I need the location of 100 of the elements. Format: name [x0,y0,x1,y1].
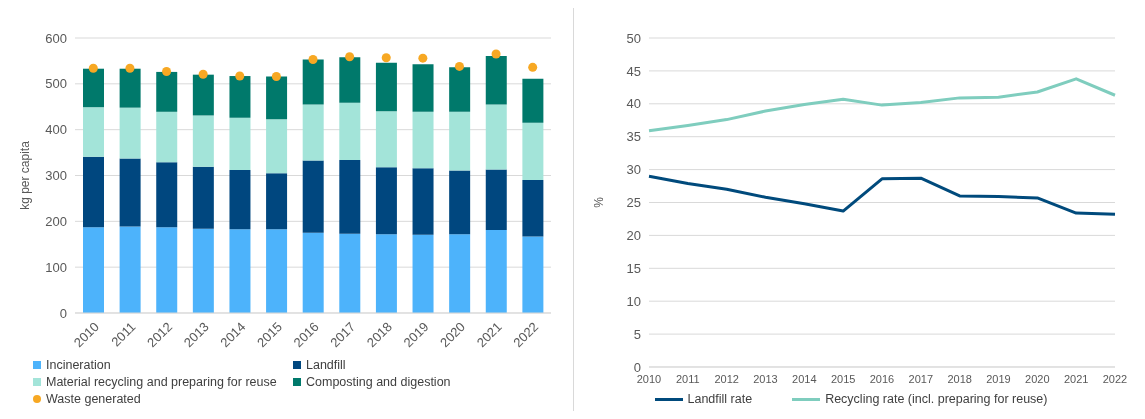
y-tick-label: 40 [626,96,641,112]
y-axis-title: % [592,196,607,208]
bar [485,169,507,231]
legend-label: Landfill rate [687,392,753,406]
bar [412,64,434,112]
bar [522,122,544,181]
bar [156,111,178,163]
y-tick-label: 30 [626,162,641,178]
bar [229,76,251,118]
bar [339,102,361,160]
y-tick-label: 0 [633,359,641,375]
bar [485,104,507,170]
bar [375,234,397,313]
line-series [647,77,1117,133]
legend-label: Incineration [46,358,111,372]
y-tick-label: 600 [45,30,67,46]
bar [339,233,361,313]
y-axis-title: kg per capita [18,140,33,210]
x-tick-label: 2015 [830,372,856,385]
bar [266,173,288,230]
bar [449,170,471,235]
y-tick-label: 45 [626,63,641,79]
bar [192,166,214,229]
line-series [647,174,1117,216]
bar [302,232,324,313]
y-tick-label: 25 [626,195,641,211]
y-tick-label: 0 [59,305,67,321]
point [528,62,538,72]
bar [83,107,104,157]
x-tick-label: 2018 [947,372,972,385]
x-tick-label: 2012 [714,372,739,385]
y-tick-label: 15 [626,260,641,276]
bar [485,55,507,105]
x-tick-label: 2013 [753,372,778,385]
bar [302,104,324,161]
y-tick-label: 20 [626,228,641,244]
point [162,66,172,76]
bar [119,158,141,227]
x-tick-label: 2011 [676,372,700,385]
bar [522,180,544,237]
point [381,53,391,63]
bar [229,117,251,170]
legend-label: Landfill [306,358,346,372]
legend-label: Material recycling and preparing for reuse [46,375,277,389]
bar [266,119,288,174]
bar [156,227,178,313]
x-tick-label: 2020 [1025,372,1050,385]
bar [266,229,288,313]
point [88,63,98,73]
y-tick-label: 50 [626,30,641,46]
bar [229,229,251,313]
bar [375,167,397,235]
bar [83,156,104,228]
bar [485,230,507,313]
bar [302,160,324,233]
bar [83,68,104,108]
bar [119,68,141,108]
point [345,52,355,62]
bar [412,168,434,235]
x-tick-label: 2010 [636,372,662,385]
bar [449,111,471,171]
legend-label: Recycling rate (incl. preparing for reuse) [825,392,1048,406]
point [271,71,281,82]
bar [412,111,434,169]
x-tick-label: 2019 [986,372,1011,385]
bar [156,71,178,112]
x-tick-label: 2016 [869,372,895,385]
point [308,55,318,65]
bar [229,170,251,230]
bar [192,115,214,167]
legend-label: Composting and digestion [306,375,451,389]
point [235,71,245,81]
bar [449,234,471,313]
y-tick-label: 10 [626,293,641,309]
bar [375,111,397,168]
y-tick-label: 35 [626,129,641,145]
bar [375,62,397,112]
y-tick-label: 500 [45,76,67,92]
x-tick-label: 2022 [1102,372,1128,385]
point [198,69,208,79]
bar [339,159,361,234]
y-tick-label: 100 [45,259,67,275]
bar [522,236,544,313]
y-tick-label: 400 [45,122,67,138]
bar [412,234,434,313]
x-tick-label: 2021 [1063,372,1089,385]
x-tick-label: 2014 [792,372,817,385]
bar [119,107,141,159]
point [125,63,135,73]
bar [192,228,214,313]
bar [339,57,361,103]
legend-label: Waste generated [46,392,141,406]
point [418,53,428,63]
y-tick-label: 200 [45,213,67,229]
bar [83,227,104,313]
point [454,61,464,71]
bar [522,78,544,123]
bar [119,226,141,313]
y-tick-label: 300 [45,168,67,184]
bar [266,76,288,120]
